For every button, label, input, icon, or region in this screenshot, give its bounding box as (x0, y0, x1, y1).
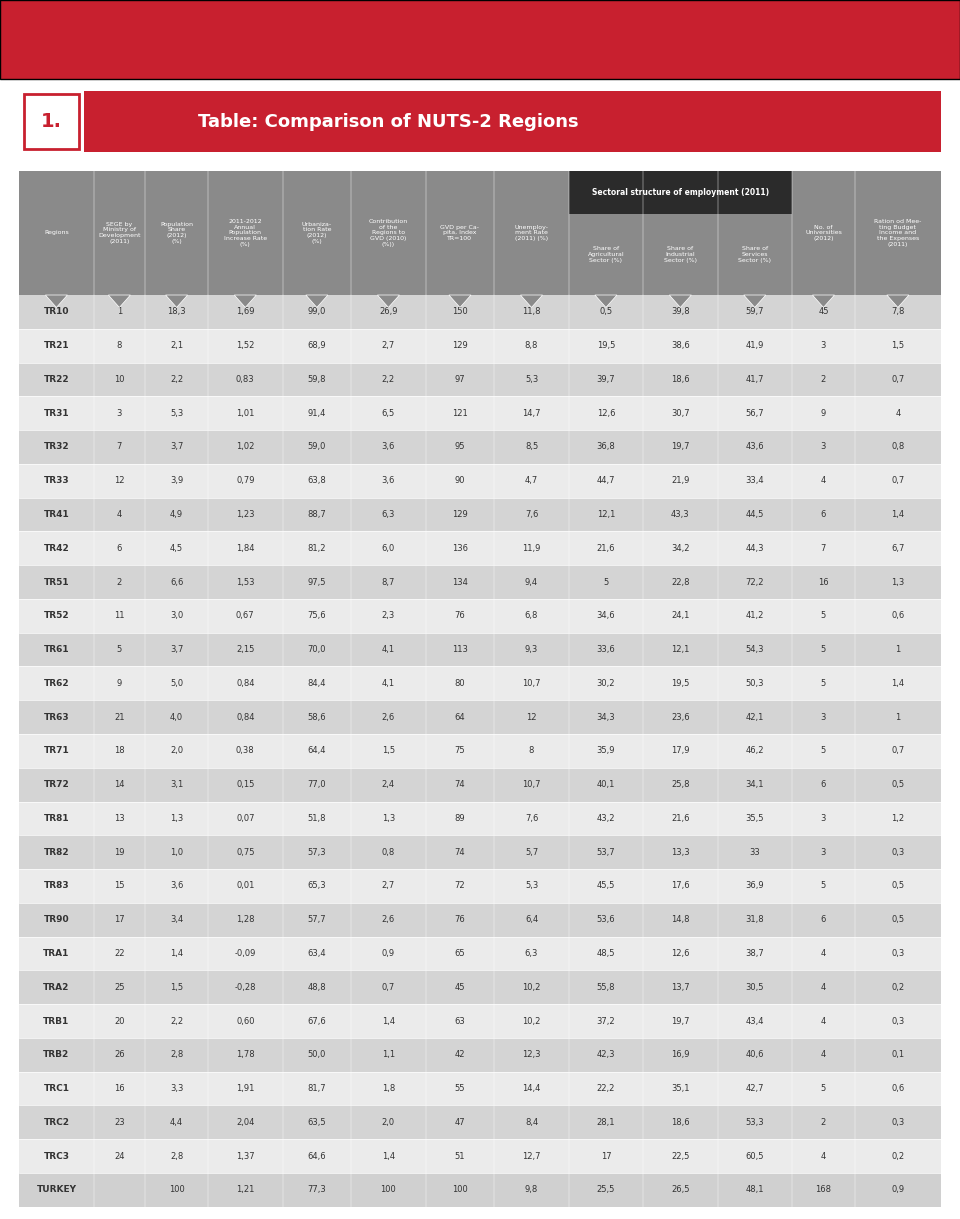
Text: TR72: TR72 (43, 780, 69, 789)
Text: 22: 22 (114, 950, 125, 958)
Text: 59,7: 59,7 (746, 307, 764, 317)
Text: 0,7: 0,7 (891, 746, 904, 756)
Text: 18,6: 18,6 (671, 1118, 689, 1126)
Text: 33,6: 33,6 (596, 645, 615, 655)
Text: 2: 2 (821, 1118, 826, 1126)
Text: 21: 21 (114, 713, 125, 722)
Text: 0,3: 0,3 (891, 950, 904, 958)
Text: 42,1: 42,1 (746, 713, 764, 722)
Bar (19, 734, 941, 768)
Text: 0,67: 0,67 (236, 611, 254, 620)
Bar (19, 1004, 941, 1037)
Text: 121: 121 (452, 408, 468, 418)
Text: 11: 11 (114, 611, 125, 620)
Text: 100: 100 (169, 1185, 184, 1195)
Text: 2,15: 2,15 (236, 645, 254, 655)
Text: 43,3: 43,3 (671, 510, 689, 519)
Text: 168: 168 (815, 1185, 831, 1195)
Text: 39,7: 39,7 (596, 375, 615, 384)
Text: 4: 4 (821, 1017, 826, 1025)
Text: 40,1: 40,1 (597, 780, 615, 789)
Text: 13,7: 13,7 (671, 983, 689, 992)
Text: 63,8: 63,8 (307, 477, 326, 485)
Text: 48,8: 48,8 (307, 983, 326, 992)
Text: 2,3: 2,3 (382, 611, 395, 620)
Text: 0,3: 0,3 (891, 847, 904, 857)
Text: TR22: TR22 (43, 375, 69, 384)
Text: 12: 12 (114, 477, 125, 485)
Bar (19, 566, 941, 599)
Bar (19, 464, 941, 497)
Text: 68,9: 68,9 (307, 341, 326, 350)
Text: TR71: TR71 (43, 746, 69, 756)
Text: 45: 45 (818, 307, 828, 317)
Text: 23: 23 (114, 1118, 125, 1126)
Text: 70,0: 70,0 (307, 645, 326, 655)
Text: 4,5: 4,5 (170, 544, 183, 552)
Text: 1,21: 1,21 (236, 1185, 254, 1195)
Text: 6,3: 6,3 (525, 950, 539, 958)
Text: 25: 25 (114, 983, 125, 992)
Text: 8,4: 8,4 (525, 1118, 539, 1126)
Text: TR81: TR81 (43, 814, 69, 823)
Polygon shape (108, 295, 131, 307)
Text: 51: 51 (455, 1152, 466, 1160)
Text: 100: 100 (452, 1185, 468, 1195)
Text: TR72 REGION: TR72 REGION (309, 32, 403, 45)
Text: Sectoral structure of employment (2011): Sectoral structure of employment (2011) (591, 188, 769, 197)
Text: 16: 16 (818, 578, 828, 586)
Text: 7: 7 (821, 544, 827, 552)
Text: 2,0: 2,0 (382, 1118, 395, 1126)
Text: 4,4: 4,4 (170, 1118, 183, 1126)
Text: 6,6: 6,6 (170, 578, 183, 586)
Text: 1,0: 1,0 (170, 847, 183, 857)
Text: 4: 4 (117, 510, 122, 519)
Text: 67,6: 67,6 (307, 1017, 326, 1025)
Text: TR63: TR63 (43, 713, 69, 722)
Text: 74: 74 (455, 847, 466, 857)
Text: 36,8: 36,8 (596, 442, 615, 451)
Text: 42,3: 42,3 (597, 1051, 615, 1059)
Text: 2,6: 2,6 (382, 915, 395, 924)
Text: 13: 13 (114, 814, 125, 823)
Text: 81,2: 81,2 (307, 544, 326, 552)
Text: TRA2: TRA2 (43, 983, 69, 992)
Text: 1,52: 1,52 (236, 341, 254, 350)
Text: 17,6: 17,6 (671, 881, 689, 891)
Text: 17: 17 (114, 915, 125, 924)
Text: 1,5: 1,5 (891, 341, 904, 350)
Text: 1,4: 1,4 (891, 510, 904, 519)
Text: 5: 5 (117, 645, 122, 655)
Text: 0,01: 0,01 (236, 881, 254, 891)
Text: 30,7: 30,7 (671, 408, 689, 418)
Text: 1,01: 1,01 (236, 408, 254, 418)
Text: 7,8: 7,8 (891, 307, 904, 317)
Text: 44,7: 44,7 (597, 477, 615, 485)
Polygon shape (45, 295, 67, 307)
Text: 6: 6 (821, 780, 827, 789)
Text: 1: 1 (117, 307, 122, 317)
Text: 42,7: 42,7 (746, 1084, 764, 1093)
Text: 19,7: 19,7 (671, 1017, 689, 1025)
Bar (19, 1140, 941, 1173)
Text: 57,7: 57,7 (307, 915, 326, 924)
Text: 35,1: 35,1 (671, 1084, 689, 1093)
Text: 8: 8 (117, 341, 122, 350)
Polygon shape (306, 295, 328, 307)
Text: 1.: 1. (41, 112, 62, 132)
Text: TR90: TR90 (43, 915, 69, 924)
Text: 1,78: 1,78 (236, 1051, 254, 1059)
Text: 8: 8 (529, 746, 534, 756)
Text: 19: 19 (899, 30, 925, 49)
Text: 134: 134 (452, 578, 468, 586)
Text: 63,5: 63,5 (307, 1118, 326, 1126)
Text: TURKEY: TURKEY (36, 1185, 77, 1195)
Text: 5: 5 (821, 881, 826, 891)
Polygon shape (449, 295, 471, 307)
Text: 1,69: 1,69 (236, 307, 254, 317)
Text: 35,9: 35,9 (597, 746, 615, 756)
Text: 46,2: 46,2 (746, 746, 764, 756)
Text: TR72 REGION: TR72 REGION (309, 32, 403, 45)
Text: Urbaniza-
tion Rate
(2012)
(%): Urbaniza- tion Rate (2012) (%) (301, 222, 332, 244)
Text: 1,5: 1,5 (382, 746, 395, 756)
